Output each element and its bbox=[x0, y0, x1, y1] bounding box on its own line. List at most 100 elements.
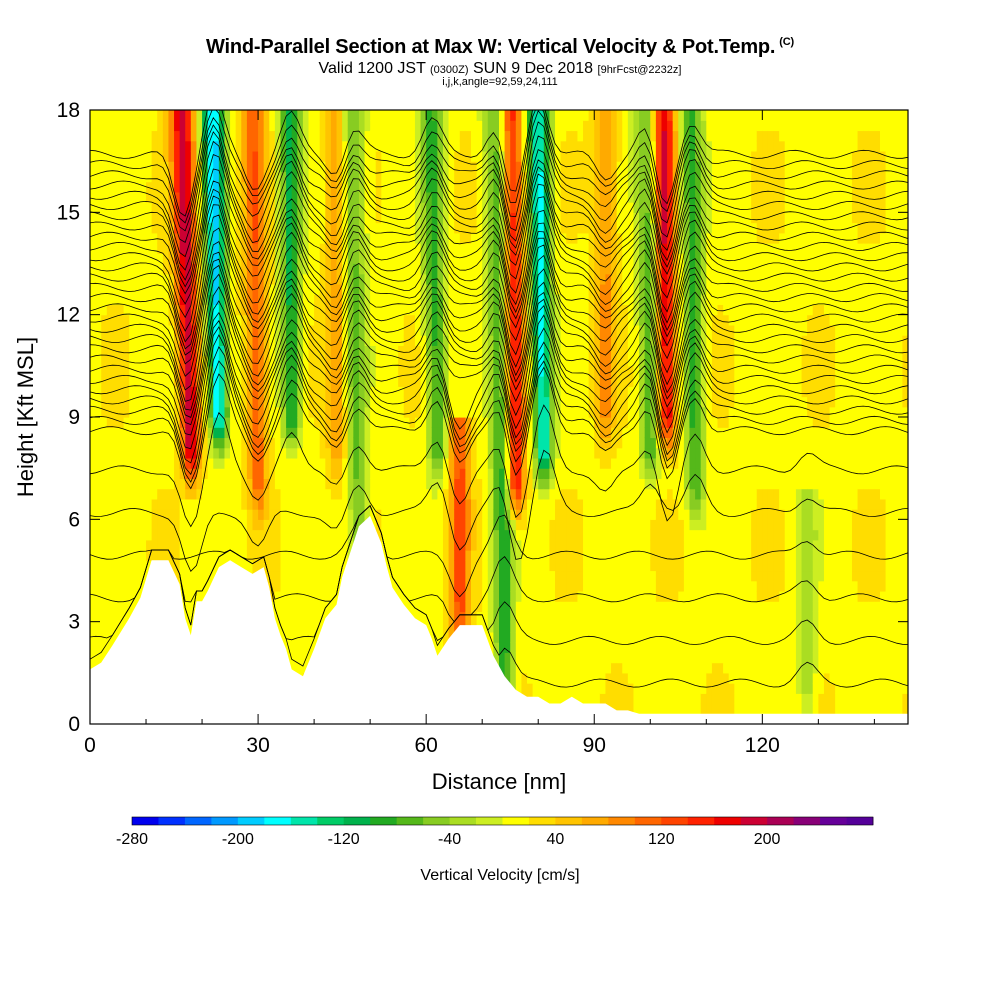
velocity-cell bbox=[510, 314, 517, 326]
velocity-cell bbox=[151, 243, 158, 254]
velocity-cell bbox=[140, 406, 147, 418]
velocity-cell bbox=[521, 171, 528, 183]
velocity-cell bbox=[134, 314, 142, 326]
velocity-cell bbox=[185, 283, 192, 295]
velocity-cell bbox=[504, 417, 511, 428]
velocity-cell bbox=[532, 621, 539, 633]
velocity-cell bbox=[330, 509, 338, 520]
velocity-cell bbox=[162, 386, 170, 398]
velocity-cell bbox=[90, 396, 97, 408]
velocity-cell bbox=[448, 601, 455, 613]
velocity-cell bbox=[364, 273, 371, 285]
velocity-cell bbox=[420, 570, 427, 582]
velocity-cell bbox=[347, 437, 354, 449]
velocity-cell bbox=[146, 120, 153, 132]
velocity-cell bbox=[409, 273, 416, 285]
velocity-cell bbox=[487, 345, 494, 357]
velocity-cell bbox=[499, 580, 506, 592]
velocity-cell bbox=[308, 120, 315, 132]
velocity-cell bbox=[521, 519, 528, 531]
velocity-cell bbox=[370, 110, 377, 121]
velocity-cell bbox=[538, 683, 545, 694]
velocity-cell bbox=[134, 304, 142, 316]
velocity-cell bbox=[291, 376, 298, 387]
velocity-cell bbox=[196, 150, 203, 162]
velocity-cell bbox=[386, 447, 394, 459]
velocity-cell bbox=[207, 120, 214, 132]
velocity-cell bbox=[510, 529, 517, 541]
velocity-cell bbox=[330, 386, 338, 398]
velocity-cell bbox=[90, 335, 97, 346]
velocity-cell bbox=[129, 345, 136, 357]
velocity-cell bbox=[297, 140, 304, 152]
velocity-cell bbox=[403, 212, 410, 224]
velocity-cell bbox=[286, 110, 293, 121]
velocity-cell bbox=[146, 335, 153, 346]
velocity-cell bbox=[308, 222, 315, 234]
velocity-cell bbox=[274, 468, 282, 479]
velocity-cell bbox=[280, 365, 287, 377]
velocity-cell bbox=[454, 560, 461, 572]
velocity-cell bbox=[90, 365, 97, 377]
velocity-cell bbox=[241, 263, 248, 275]
velocity-cell bbox=[112, 488, 119, 500]
velocity-cell bbox=[297, 273, 304, 285]
velocity-cell bbox=[521, 498, 528, 510]
velocity-cell bbox=[476, 417, 483, 428]
velocity-cell bbox=[101, 130, 108, 142]
velocity-cell bbox=[319, 417, 326, 428]
velocity-cell bbox=[403, 478, 410, 490]
velocity-cell bbox=[230, 181, 237, 193]
velocity-cell bbox=[504, 304, 511, 316]
velocity-cell bbox=[207, 519, 214, 531]
velocity-cell bbox=[112, 519, 119, 531]
velocity-cell bbox=[353, 263, 360, 275]
velocity-cell bbox=[140, 365, 147, 377]
velocity-cell bbox=[190, 457, 198, 469]
velocity-cell bbox=[504, 263, 511, 275]
velocity-cell bbox=[499, 437, 506, 449]
velocity-cell bbox=[224, 529, 231, 541]
velocity-cell bbox=[207, 345, 214, 357]
velocity-cell bbox=[353, 130, 360, 142]
velocity-cell bbox=[482, 468, 489, 479]
velocity-cell bbox=[538, 345, 545, 357]
velocity-cell bbox=[185, 478, 192, 490]
velocity-cell bbox=[123, 120, 130, 132]
velocity-cell bbox=[499, 662, 506, 674]
velocity-cell bbox=[157, 273, 164, 285]
velocity-cell bbox=[398, 457, 405, 469]
velocity-cell bbox=[112, 161, 119, 172]
velocity-cell bbox=[353, 161, 360, 172]
velocity-cell bbox=[493, 110, 500, 121]
velocity-cell bbox=[258, 468, 265, 479]
velocity-cell bbox=[140, 232, 147, 244]
velocity-cell bbox=[146, 406, 153, 418]
velocity-cell bbox=[476, 509, 483, 520]
velocity-cell bbox=[409, 171, 416, 183]
velocity-cell bbox=[308, 590, 315, 602]
velocity-cell bbox=[426, 263, 433, 275]
velocity-cell bbox=[459, 161, 466, 172]
utc-time: (0300Z) bbox=[430, 64, 469, 76]
velocity-cell bbox=[140, 191, 147, 203]
velocity-cell bbox=[381, 498, 388, 510]
velocity-cell bbox=[336, 447, 343, 459]
velocity-cell bbox=[308, 642, 315, 653]
velocity-cell bbox=[112, 355, 119, 367]
velocity-cell bbox=[174, 447, 181, 459]
velocity-cell bbox=[162, 161, 170, 172]
velocity-cell bbox=[196, 509, 203, 520]
velocity-cell bbox=[319, 232, 326, 244]
velocity-cell bbox=[420, 478, 427, 490]
velocity-cell bbox=[314, 468, 321, 479]
velocity-cell bbox=[358, 324, 366, 336]
velocity-cell bbox=[358, 161, 366, 172]
velocity-cell bbox=[510, 365, 517, 377]
velocity-cell bbox=[515, 683, 523, 694]
velocity-cell bbox=[224, 140, 231, 152]
velocity-cell bbox=[162, 345, 170, 357]
velocity-cell bbox=[487, 539, 494, 551]
velocity-cell bbox=[527, 120, 534, 132]
velocity-cell bbox=[392, 294, 399, 306]
